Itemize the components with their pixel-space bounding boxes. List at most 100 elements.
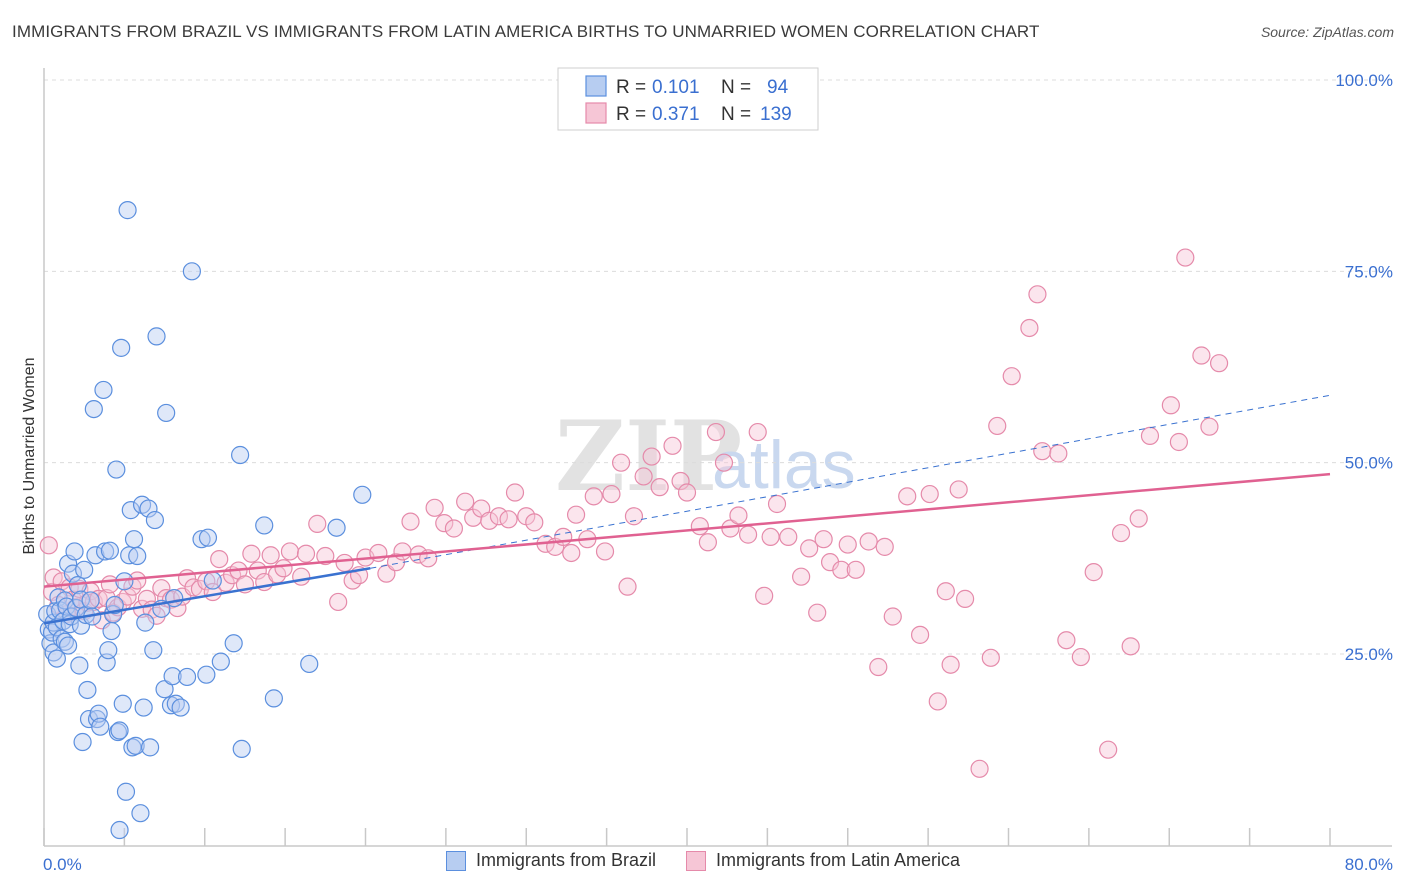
data-point <box>1049 444 1068 463</box>
data-point <box>846 560 865 579</box>
data-point <box>107 460 126 479</box>
data-point <box>1200 417 1219 436</box>
data-point <box>562 543 581 563</box>
data-point <box>566 505 586 524</box>
data-point <box>145 510 165 530</box>
data-point <box>401 512 420 531</box>
legend-box: R = 0.101 N = 94 R = 0.371 N = 139 <box>557 67 819 131</box>
data-point <box>988 416 1007 436</box>
data-point <box>584 487 603 506</box>
data-point <box>1129 509 1148 528</box>
data-point <box>738 525 758 544</box>
data-point <box>941 655 960 674</box>
data-point <box>499 510 518 529</box>
data-point <box>128 571 147 590</box>
data-point <box>39 536 58 555</box>
data-point <box>808 603 827 622</box>
legend-blue-swatch <box>585 75 607 97</box>
watermark-zip: ZIP <box>555 400 742 513</box>
data-point <box>1028 285 1047 304</box>
axes <box>43 68 1392 847</box>
bottom-legend-latin-america: Immigrants from Latin America <box>685 850 960 871</box>
data-point <box>1176 248 1195 267</box>
data-point <box>84 399 103 419</box>
data-point <box>296 544 316 563</box>
bottom-legend-brazil-label: Immigrants from Brazil <box>475 850 656 870</box>
data-point <box>121 501 140 520</box>
data-point <box>100 541 120 560</box>
data-point <box>677 483 697 502</box>
data-point <box>112 338 131 357</box>
data-point <box>729 506 748 525</box>
data-point <box>327 518 346 537</box>
data-point <box>177 667 197 687</box>
data-point <box>1192 346 1211 365</box>
data-point <box>393 542 412 561</box>
y-tick-label: 100.0% <box>1335 71 1393 90</box>
data-point <box>242 544 261 563</box>
data-point <box>595 542 615 561</box>
data-point <box>139 499 158 518</box>
data-point <box>91 717 110 736</box>
data-point <box>814 530 833 549</box>
data-point <box>859 532 878 551</box>
bottom-legend-brazil: Immigrants from Brazil <box>445 850 656 871</box>
data-point <box>663 436 682 455</box>
y-tick-labels: 25.0% 50.0% 75.0% 100.0% <box>1335 71 1393 664</box>
data-point <box>134 698 153 717</box>
data-point <box>1002 367 1021 386</box>
data-point <box>353 485 372 504</box>
data-point <box>126 736 145 755</box>
data-point <box>110 820 129 840</box>
x-ticks <box>43 828 1331 846</box>
data-point <box>970 759 989 778</box>
trendline-latin-america <box>43 472 1331 588</box>
y-tick-label: 25.0% <box>1345 645 1393 664</box>
trendline-brazil-extension <box>370 394 1331 569</box>
data-point <box>435 514 454 533</box>
data-point <box>63 564 83 583</box>
data-point <box>274 559 293 578</box>
data-point <box>650 478 669 497</box>
data-point <box>761 527 780 547</box>
data-point <box>792 567 811 586</box>
data-point <box>1020 318 1039 338</box>
data-point <box>73 732 92 752</box>
data-point <box>1057 631 1076 650</box>
data-point <box>1140 426 1160 445</box>
data-point <box>329 592 348 612</box>
data-point <box>95 542 115 561</box>
data-point <box>690 517 709 536</box>
bottom-legend: Immigrants from Brazil Immigrants from L… <box>0 850 1406 871</box>
data-point <box>602 484 621 504</box>
legend-pink-r-value: 0.371 <box>652 104 700 125</box>
data-point <box>137 589 156 608</box>
data-point <box>525 513 544 532</box>
x-tick-label-max: 80.0% <box>1345 855 1393 874</box>
data-point <box>113 694 132 713</box>
legend-blue-n-value: 94 <box>767 77 789 98</box>
bottom-legend-brazil-swatch <box>445 850 466 871</box>
data-point <box>634 467 653 486</box>
data-point <box>192 530 211 549</box>
data-point <box>748 422 767 442</box>
trendline-brazil <box>43 567 371 625</box>
data-point <box>155 680 174 699</box>
data-point <box>140 738 160 757</box>
data-point <box>920 484 939 504</box>
legend-pink-swatch <box>585 102 607 124</box>
data-point <box>261 546 280 565</box>
data-point <box>168 598 187 618</box>
data-point <box>59 636 78 655</box>
data-point <box>767 494 787 514</box>
data-point <box>118 201 137 220</box>
series-latin-america-points <box>39 248 1229 778</box>
data-point <box>211 652 230 671</box>
data-point <box>65 542 84 561</box>
data-point <box>1033 442 1052 461</box>
legend-pink-n-label: N = <box>721 104 751 125</box>
data-point <box>698 533 717 552</box>
data-point <box>335 553 354 573</box>
data-point <box>308 514 327 533</box>
